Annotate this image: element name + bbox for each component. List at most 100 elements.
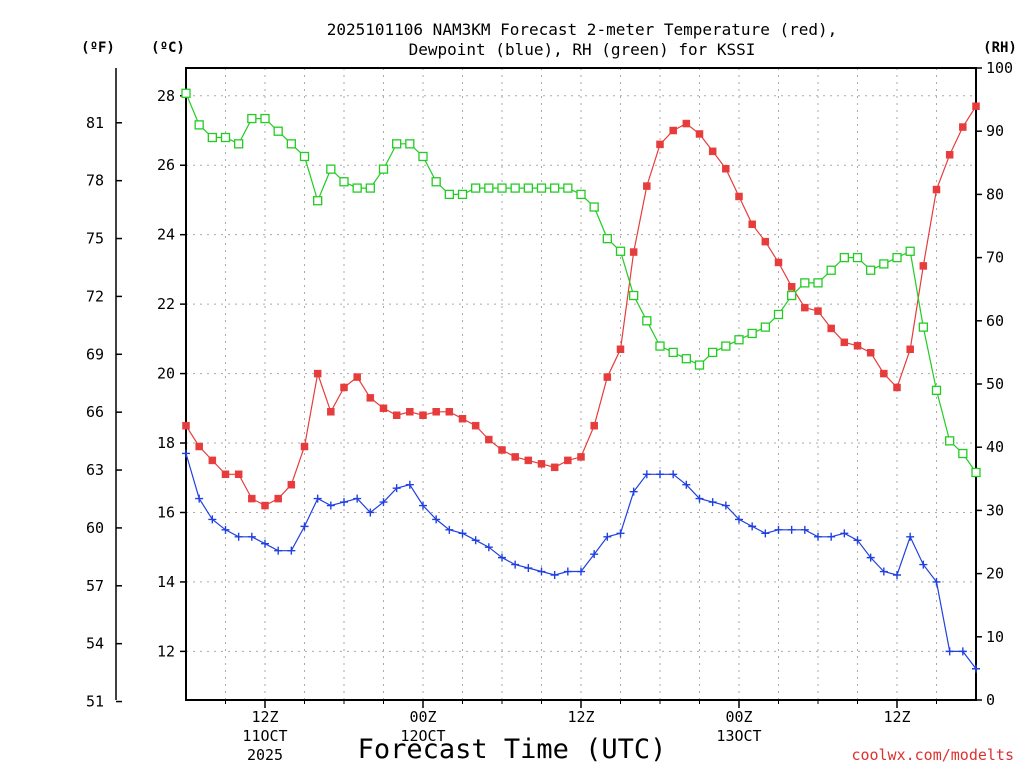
data-point (814, 307, 822, 315)
data-point (642, 470, 651, 479)
data-point (471, 183, 481, 193)
data-point (313, 494, 322, 503)
rh-unit-label: (RH) (983, 40, 1017, 56)
data-point (392, 411, 401, 420)
data-point (432, 408, 440, 416)
data-point (787, 525, 796, 534)
data-point (418, 151, 428, 162)
data-point (392, 484, 401, 493)
data-point (313, 196, 323, 206)
data-point (603, 373, 612, 381)
data-point (498, 446, 506, 454)
data-point (247, 113, 257, 124)
data-point (220, 132, 231, 143)
data-point (537, 460, 546, 468)
data-point (931, 385, 942, 395)
data-point (406, 408, 414, 416)
data-point (431, 177, 441, 187)
data-point (379, 404, 388, 413)
chart-title-line2: Dewpoint (blue), RH (green) for KSSI (409, 40, 756, 59)
data-point (643, 182, 651, 190)
data-point (536, 183, 547, 193)
data-point (603, 532, 612, 541)
x-tick-date: 12OCT (400, 727, 445, 745)
rh-tick-label: 60 (986, 312, 1004, 330)
data-point (524, 456, 533, 465)
data-point (748, 522, 757, 531)
data-point (708, 147, 717, 156)
data-point (432, 515, 441, 524)
data-point (445, 525, 454, 534)
data-point (261, 539, 269, 548)
x-tick-label: 12Z (567, 708, 594, 726)
data-point (735, 192, 743, 201)
data-point (234, 139, 244, 149)
data-point (590, 550, 599, 559)
data-point (629, 248, 638, 256)
data-point (419, 411, 427, 420)
data-point (840, 338, 849, 347)
data-point (616, 345, 625, 354)
data-point (419, 501, 427, 510)
data-point (273, 126, 283, 136)
data-point (458, 414, 467, 423)
data-point (300, 442, 309, 451)
series-temperature (182, 102, 980, 510)
fahrenheit-tick-label: 66 (86, 403, 104, 421)
data-point (773, 309, 784, 320)
data-point (958, 647, 967, 656)
x-tick-date: 11OCT (242, 727, 287, 745)
data-point (247, 532, 256, 541)
data-point (761, 529, 770, 538)
x-tick-date: 13OCT (716, 727, 761, 745)
data-point (879, 567, 888, 576)
data-point (260, 113, 270, 124)
data-point (669, 470, 678, 479)
data-point (893, 570, 901, 579)
axes (115, 67, 982, 708)
rh-tick-label: 80 (986, 185, 1004, 203)
data-point (195, 442, 203, 451)
data-point (682, 119, 691, 128)
data-point (774, 258, 783, 267)
data-point (747, 328, 757, 339)
data-point (906, 532, 915, 541)
data-point (498, 553, 506, 562)
data-point (615, 246, 626, 256)
x-tick-label: 00Z (725, 708, 752, 726)
fahrenheit-tick-label: 69 (86, 345, 104, 363)
celsius-tick-label: 12 (157, 642, 175, 660)
data-point (840, 529, 849, 538)
data-point (353, 494, 362, 503)
data-point (800, 525, 809, 534)
rh-tick-label: 70 (986, 249, 1004, 267)
series-rh (181, 88, 981, 478)
x-tick-label: 12Z (251, 708, 278, 726)
data-point (577, 453, 585, 461)
data-point (234, 470, 243, 479)
data-point (774, 525, 783, 534)
data-point (563, 183, 573, 193)
data-point (919, 262, 928, 270)
data-point (340, 498, 348, 507)
data-point (511, 453, 519, 461)
data-point (642, 316, 652, 326)
data-point (405, 139, 415, 149)
data-point (958, 448, 968, 459)
data-point (761, 237, 770, 246)
data-point (221, 470, 230, 479)
data-point (497, 183, 507, 193)
data-point (577, 567, 585, 576)
data-point (972, 102, 980, 110)
data-point (523, 183, 533, 193)
data-point (787, 283, 796, 291)
data-point (181, 88, 191, 98)
data-point (563, 567, 572, 576)
celsius-tick-label: 18 (157, 434, 175, 452)
data-point (800, 278, 810, 288)
data-point (248, 494, 256, 503)
fahrenheit-tick-label: 57 (86, 577, 104, 595)
data-point (669, 126, 677, 135)
data-point (182, 421, 190, 430)
data-point (287, 546, 296, 555)
